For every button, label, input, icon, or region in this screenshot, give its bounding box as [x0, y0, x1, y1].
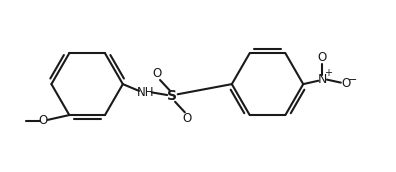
- Text: N: N: [317, 73, 327, 86]
- Text: −: −: [348, 75, 358, 85]
- Text: NH: NH: [137, 86, 154, 99]
- Text: O: O: [318, 51, 327, 64]
- Text: S: S: [168, 89, 177, 103]
- Text: O: O: [342, 77, 351, 90]
- Text: O: O: [153, 67, 162, 80]
- Text: +: +: [324, 68, 332, 78]
- Text: O: O: [38, 114, 48, 127]
- Text: O: O: [183, 112, 192, 125]
